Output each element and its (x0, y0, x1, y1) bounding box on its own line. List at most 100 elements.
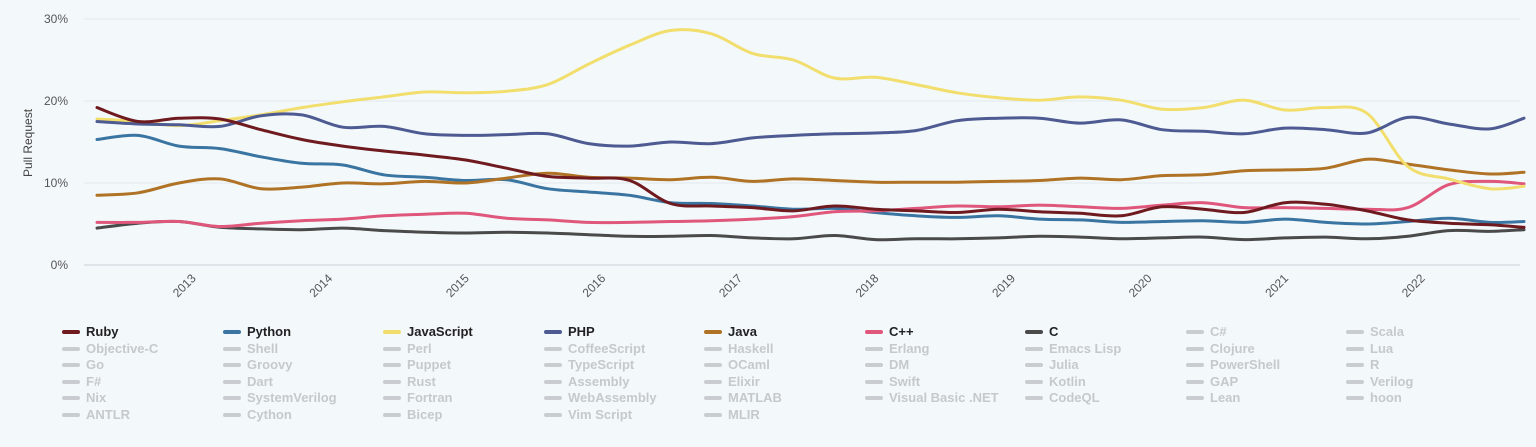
legend-item-kotlin[interactable]: Kotlin (1025, 374, 1086, 390)
legend-swatch (62, 363, 80, 367)
legend-label: Objective-C (86, 341, 159, 356)
legend-item-systemverilog[interactable]: SystemVerilog (223, 390, 337, 406)
legend-item-lean[interactable]: Lean (1186, 390, 1240, 406)
legend-item-assembly[interactable]: Assembly (544, 374, 629, 390)
legend-label: Assembly (568, 374, 630, 389)
legend-item-verilog[interactable]: Verilog (1346, 374, 1413, 390)
legend-item-mlir[interactable]: MLIR (704, 407, 760, 423)
legend-item-erlang[interactable]: Erlang (865, 341, 929, 357)
legend-item-lua[interactable]: Lua (1346, 341, 1393, 357)
legend-label: MATLAB (728, 390, 782, 405)
legend-item-python[interactable]: Python (223, 324, 291, 340)
x-tick-label: 2022 (1399, 271, 1428, 300)
legend-swatch (865, 363, 883, 367)
legend-item-antlr[interactable]: ANTLR (62, 407, 130, 423)
legend-item-bicep[interactable]: Bicep (383, 407, 442, 423)
legend-item-emacs-lisp[interactable]: Emacs Lisp (1025, 341, 1121, 357)
legend-swatch (544, 396, 562, 400)
legend-item-nix[interactable]: Nix (62, 390, 106, 406)
legend-swatch (383, 413, 401, 417)
legend-swatch (62, 330, 80, 334)
legend-item-elixir[interactable]: Elixir (704, 374, 760, 390)
legend-label: Bicep (407, 407, 443, 422)
legend-item-ocaml[interactable]: OCaml (704, 357, 770, 373)
legend-item-coffeescript[interactable]: CoffeeScript (544, 341, 645, 357)
legend-item-vim-script[interactable]: Vim Script (544, 407, 632, 423)
legend-item-typescript[interactable]: TypeScript (544, 357, 634, 373)
legend-item-visual-basic-net[interactable]: Visual Basic .NET (865, 390, 999, 406)
y-tick-label: 0% (51, 258, 69, 272)
legend-item-hoon[interactable]: hoon (1346, 390, 1402, 406)
series-line-c[interactable] (95, 179, 1526, 229)
legend-label: F# (86, 374, 102, 389)
x-tick-label: 2015 (443, 271, 472, 300)
legend-item-fortran[interactable]: Fortran (383, 390, 453, 406)
legend-swatch (544, 413, 562, 417)
legend-item-webassembly[interactable]: WebAssembly (544, 390, 657, 406)
legend-label: Emacs Lisp (1049, 341, 1122, 356)
legend-label: Lean (1210, 390, 1241, 405)
legend-item-r[interactable]: R (1346, 357, 1379, 373)
legend-item-fsharp[interactable]: F# (62, 374, 101, 390)
legend-swatch (704, 330, 722, 334)
legend-item-matlab[interactable]: MATLAB (704, 390, 782, 406)
legend-label: hoon (1370, 390, 1402, 405)
legend-swatch (704, 347, 722, 351)
series-line-ruby[interactable] (95, 106, 1526, 229)
legend-item-ruby[interactable]: Ruby (62, 324, 119, 340)
legend-item-rust[interactable]: Rust (383, 374, 436, 390)
legend-item-java[interactable]: Java (704, 324, 757, 340)
y-axis-ticks: 0% 10% 20% 30% (44, 12, 68, 272)
legend-item-clojure[interactable]: Clojure (1186, 341, 1255, 357)
legend-label: Visual Basic .NET (889, 390, 999, 405)
legend-item-objective-c[interactable]: Objective-C (62, 341, 158, 357)
legend-swatch (704, 363, 722, 367)
legend-item-dm[interactable]: DM (865, 357, 909, 373)
legend-item-haskell[interactable]: Haskell (704, 341, 774, 357)
series-lines (95, 28, 1526, 242)
legend-swatch (1346, 330, 1364, 334)
legend-item-groovy[interactable]: Groovy (223, 357, 293, 373)
legend-label: PowerShell (1210, 357, 1281, 372)
legend-swatch (383, 363, 401, 367)
legend-swatch (1186, 380, 1204, 384)
series-line-php[interactable] (95, 112, 1526, 148)
legend-swatch (544, 380, 562, 384)
legend-item-javascript[interactable]: JavaScript (383, 324, 473, 340)
series-line-javascript[interactable] (95, 28, 1526, 191)
series-line-java[interactable] (95, 157, 1526, 197)
legend-item-csharp[interactable]: C# (1186, 324, 1227, 340)
legend-item-cpp[interactable]: C++ (865, 324, 914, 340)
legend-label: Fortran (407, 390, 453, 405)
legend-swatch (223, 347, 241, 351)
legend-item-puppet[interactable]: Puppet (383, 357, 451, 373)
legend-item-cython[interactable]: Cython (223, 407, 292, 423)
legend-swatch (1025, 330, 1043, 334)
legend-item-perl[interactable]: Perl (383, 341, 432, 357)
legend-swatch (1186, 396, 1204, 400)
legend-swatch (1346, 396, 1364, 400)
legend-item-dart[interactable]: Dart (223, 374, 273, 390)
legend-item-php[interactable]: PHP (544, 324, 595, 340)
legend-label: CoffeeScript (568, 341, 646, 356)
legend-swatch (223, 413, 241, 417)
legend-item-go[interactable]: Go (62, 357, 104, 373)
x-tick-label: 2016 (580, 271, 609, 300)
x-axis-ticks: 2013 2014 2015 2016 2017 2018 2019 2020 2021 2022 (170, 271, 1428, 300)
x-tick-label: 2014 (306, 271, 335, 300)
legend-swatch (1186, 347, 1204, 351)
legend-item-gap[interactable]: GAP (1186, 374, 1238, 390)
legend-item-swift[interactable]: Swift (865, 374, 920, 390)
legend-item-julia[interactable]: Julia (1025, 357, 1079, 373)
legend-item-c[interactable]: C (1025, 324, 1058, 340)
legend-item-scala[interactable]: Scala (1346, 324, 1404, 340)
legend-item-shell[interactable]: Shell (223, 341, 278, 357)
y-tick-label: 20% (44, 94, 68, 108)
legend-item-codeql[interactable]: CodeQL (1025, 390, 1100, 406)
legend-swatch (704, 413, 722, 417)
legend-label: Elixir (728, 374, 760, 389)
series-line-c[interactable] (95, 219, 1526, 242)
legend-swatch (544, 330, 562, 334)
legend-item-powershell[interactable]: PowerShell (1186, 357, 1280, 373)
legend-swatch (383, 396, 401, 400)
